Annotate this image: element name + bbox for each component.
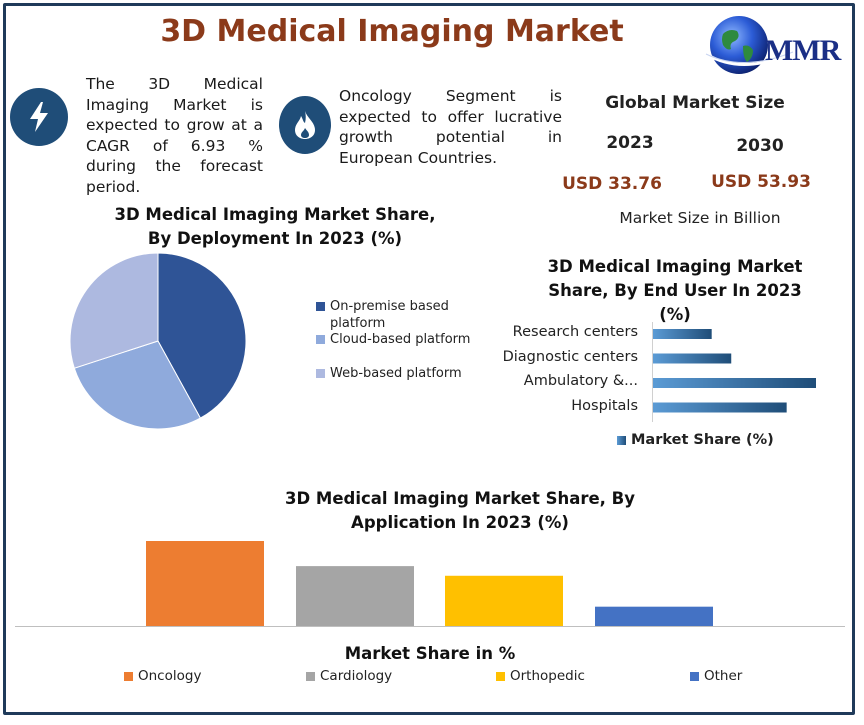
application-bar-orthopedic <box>445 575 563 626</box>
enduser-bar-label: Diagnostic centers <box>502 348 638 365</box>
enduser-bar <box>653 353 732 364</box>
application-bar-oncology <box>146 541 264 626</box>
enduser-legend: Market Share (%) <box>617 432 774 448</box>
fact-cagr: The 3D Medical Imaging Market is expecte… <box>86 75 263 196</box>
application-legend-item: Cardiology <box>306 668 392 684</box>
application-bar-other <box>595 606 713 626</box>
application-chart-title: 3D Medical Imaging Market Share, By Appl… <box>284 489 636 532</box>
value-2023: USD 33.76 <box>562 174 662 194</box>
legend-label: Web-based platform <box>330 366 462 381</box>
legend-swatch <box>316 335 325 344</box>
application-axis-label: Market Share in % <box>344 644 516 663</box>
deployment-chart-title: 3D Medical Imaging Market Share, By Depl… <box>114 205 436 248</box>
enduser-bar-chart <box>652 322 816 422</box>
logo-text: MMR <box>765 34 841 67</box>
market-size-unit: Market Size in Billion <box>619 209 781 227</box>
application-bar-cardiology <box>296 566 414 626</box>
enduser-bar <box>653 329 712 339</box>
application-legend-item: Oncology <box>124 668 201 684</box>
legend-label: Cloud-based platform <box>330 332 471 347</box>
enduser-bar <box>653 378 816 388</box>
legend-item: Cloud-based platform <box>316 331 476 348</box>
enduser-legend-label: Market Share (%) <box>631 432 774 448</box>
fact-oncology: Oncology Segment is expected to offer lu… <box>339 87 562 167</box>
enduser-bar-label: Hospitals <box>571 397 638 414</box>
deployment-pie-chart <box>69 252 247 430</box>
legend-item: On-premise based platform <box>316 298 476 332</box>
infographic-frame <box>3 3 855 715</box>
application-legend-item: Other <box>690 668 742 684</box>
application-legend-item: Orthopedic <box>496 668 585 684</box>
legend-label: On-premise based platform <box>330 299 449 331</box>
year-2023: 2023 <box>606 133 654 153</box>
enduser-chart-title: 3D Medical Imaging Market Share, By End … <box>547 257 803 324</box>
legend-label: Cardiology <box>320 668 393 684</box>
legend-label: Orthopedic <box>510 668 585 684</box>
legend-swatch <box>617 435 626 445</box>
legend-swatch <box>306 671 315 681</box>
value-2030: USD 53.93 <box>711 172 811 192</box>
enduser-bar-label: Ambulatory &... <box>523 373 638 389</box>
legend-swatch <box>316 369 325 378</box>
legend-label: Oncology <box>138 668 202 684</box>
legend-swatch <box>690 671 699 681</box>
legend-label: Other <box>704 668 743 684</box>
enduser-bar-label: Research centers <box>512 324 638 340</box>
pie-slice-on-premise-based-platform <box>157 252 247 419</box>
lightning-icon <box>10 88 68 146</box>
legend-swatch <box>496 671 505 681</box>
application-bar-chart <box>15 541 845 627</box>
legend-swatch <box>124 671 133 681</box>
pie-slice-cloud-based-platform <box>73 340 202 430</box>
pie-slice-web-based-platform <box>69 252 159 369</box>
mmr-logo: MMR <box>703 14 853 76</box>
legend-item: Web-based platform <box>316 365 476 382</box>
global-market-heading: Global Market Size <box>605 93 785 113</box>
flame-icon <box>279 96 331 154</box>
globe-icon <box>705 16 794 74</box>
page-title: 3D Medical Imaging Market <box>160 14 624 49</box>
enduser-bar <box>653 402 787 413</box>
year-2030: 2030 <box>736 136 784 156</box>
legend-swatch <box>316 302 325 311</box>
